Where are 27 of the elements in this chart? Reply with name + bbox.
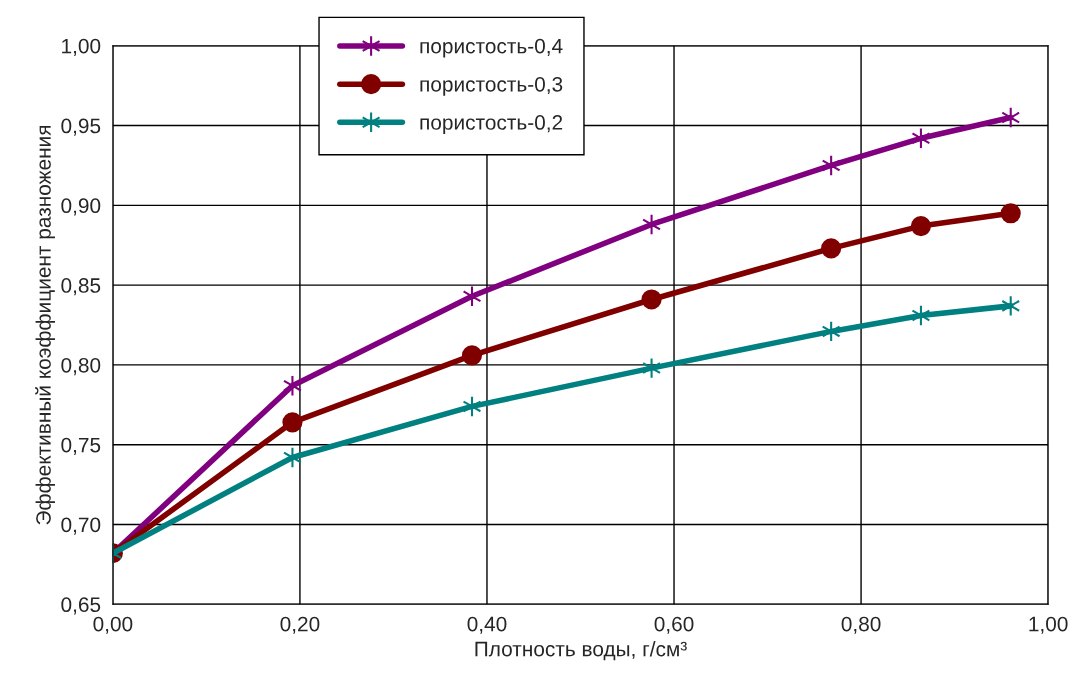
point bbox=[461, 345, 483, 366]
point bbox=[642, 357, 662, 379]
point bbox=[821, 238, 842, 259]
x-tick-label: 0,20 bbox=[280, 616, 320, 634]
y-tick-label: 1,00 bbox=[62, 38, 101, 56]
y-tick-label: 0,95 bbox=[61, 118, 101, 136]
x-tick-label: 0,40 bbox=[467, 616, 507, 634]
legend-label: пористость-0,2 bbox=[420, 115, 563, 134]
y-tick-label: 0,80 bbox=[61, 357, 101, 376]
point bbox=[641, 289, 662, 310]
x-tick-label: 1,00 bbox=[1029, 616, 1068, 634]
legend-label: пористость-0,3 bbox=[420, 76, 563, 96]
y-axis-title: Эффективный коэффициент разножения bbox=[35, 125, 55, 525]
y-tick-label: 0,70 bbox=[61, 517, 101, 535]
x-tick-label: 0,80 bbox=[841, 616, 881, 634]
point bbox=[1000, 203, 1021, 224]
x-axis-title: Плотность воды, г/см³ bbox=[475, 641, 687, 661]
x-tick-label: 0,60 bbox=[654, 616, 694, 634]
x-tick-label: 0,00 bbox=[93, 616, 133, 634]
y-tick-label: 0,65 bbox=[61, 597, 101, 615]
legend-label: пористость-0,4 bbox=[420, 38, 563, 58]
y-tick-label: 0,75 bbox=[61, 437, 101, 455]
y-tick-label: 0,90 bbox=[61, 198, 101, 216]
point bbox=[1001, 106, 1021, 129]
point bbox=[282, 412, 303, 433]
y-tick-label: 0,85 bbox=[61, 278, 101, 296]
point bbox=[910, 216, 931, 237]
